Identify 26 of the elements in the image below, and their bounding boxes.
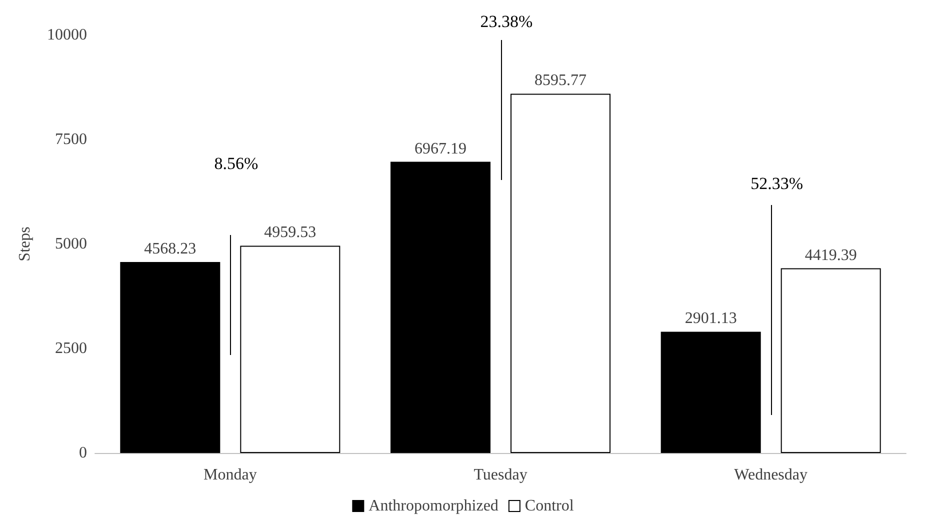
y-tick-label: 10000 xyxy=(47,26,87,44)
legend-label: Control xyxy=(524,498,574,514)
annotation: 52.33% xyxy=(750,174,804,193)
legend-label: Anthropomorphized xyxy=(368,498,498,514)
data-label: 2901.13 xyxy=(684,310,737,328)
y-tick-label: 5000 xyxy=(55,236,87,252)
bar xyxy=(120,262,220,453)
y-tick-label: 2500 xyxy=(55,340,87,357)
data-label: 6967.19 xyxy=(414,140,466,158)
data-label: 4959.53 xyxy=(264,224,316,242)
y-tick-label: 0 xyxy=(79,444,87,462)
data-label: 4568.23 xyxy=(144,240,196,258)
x-tick-label: Tuesday xyxy=(474,466,528,484)
x-tick-label: Monday xyxy=(204,466,257,484)
data-label: 8595.77 xyxy=(534,72,586,90)
x-tick-label: Wednesday xyxy=(734,466,808,484)
text: 23.38% xyxy=(480,12,533,31)
annotation: 8.56% xyxy=(214,154,258,173)
y-axis-title: Steps xyxy=(16,226,34,262)
bar xyxy=(780,268,881,453)
bar xyxy=(240,246,340,453)
bar xyxy=(510,94,610,453)
y-tick-label: 7500 xyxy=(55,131,87,148)
bar xyxy=(660,332,761,453)
bar xyxy=(390,162,490,453)
data-label: 4419.39 xyxy=(804,246,857,264)
